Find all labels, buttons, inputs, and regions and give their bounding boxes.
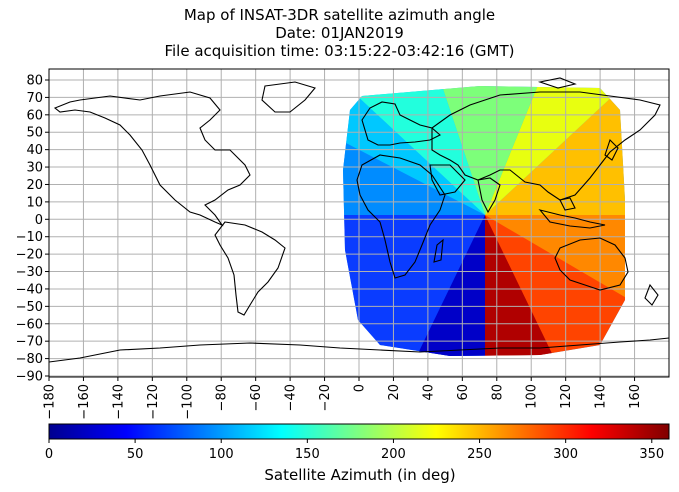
colorbar-label: Satellite Azimuth (in deg) [264, 466, 456, 484]
lon-tick-label: 120 [559, 384, 574, 409]
lon-tick-label: −160 [77, 384, 92, 420]
lon-tick-label: 140 [594, 384, 609, 409]
lon-tick-label: −180 [43, 384, 58, 420]
colorbar-tick-label: 150 [295, 447, 320, 462]
lon-tick-label: 0 [353, 384, 368, 392]
lon-tick-label: 40 [421, 384, 436, 401]
lon-tick-label: −60 [249, 384, 264, 411]
map-gridlines [49, 69, 669, 377]
lat-tick-label: 30 [26, 161, 43, 176]
lon-tick-label: 160 [628, 384, 643, 409]
lat-tick-label: −80 [16, 352, 43, 367]
lat-tick-label: −70 [16, 335, 43, 350]
lat-tick-label: 70 [26, 91, 43, 106]
lat-tick-label: 50 [26, 126, 43, 141]
colorbar-tick-label: 200 [381, 447, 406, 462]
lon-tick-label: 20 [387, 384, 402, 401]
colorbar-tick-label: 300 [553, 447, 578, 462]
lon-tick-label: −20 [318, 384, 333, 411]
latitude-ticks: 80 70 60 50 40 30 20 10 0 −10 −20 −30 −40 −50 −60 −70 −8… [16, 74, 49, 385]
lat-tick-label: −30 [16, 265, 43, 280]
lon-tick-label: −140 [111, 384, 126, 420]
map-title: Map of INSAT-3DR satellite azimuth angle… [0, 6, 679, 60]
colorbar-tick-label: 50 [127, 447, 144, 462]
lat-tick-label: 40 [26, 143, 43, 158]
lat-tick-label: 80 [26, 74, 43, 89]
colorbar-tick-label: 250 [467, 447, 492, 462]
lat-tick-label: −40 [16, 282, 43, 297]
colorbar-tick-label: 350 [639, 447, 664, 462]
longitude-ticks: −180 −160 −140 −120 −100 −80 −60 −40 −20 0 20 40 60 8… [43, 377, 643, 420]
lat-tick-label: −50 [16, 300, 43, 315]
lat-tick-label: 0 [35, 213, 43, 228]
lon-tick-label: 80 [490, 384, 505, 401]
lat-tick-label: −90 [16, 370, 43, 385]
title-line-1: Map of INSAT-3DR satellite azimuth angle [183, 6, 496, 24]
colorbar-tick-label: 100 [209, 447, 234, 462]
colorbar [48, 423, 670, 440]
colorbar-ticks: 0 50 100 150 200 250 300 350 [45, 439, 664, 462]
lon-tick-label: −40 [284, 384, 299, 411]
lon-tick-label: −120 [146, 384, 161, 420]
lat-tick-label: 20 [26, 178, 43, 193]
lat-tick-label: 60 [26, 108, 43, 123]
lat-tick-label: −20 [16, 248, 43, 263]
coastlines [49, 77, 669, 363]
lat-tick-label: −60 [16, 317, 43, 332]
title-line-3: File acquisition time: 03:15:22-03:42:16… [164, 42, 515, 60]
lon-tick-label: 100 [525, 384, 540, 409]
lat-tick-label: 10 [26, 195, 43, 210]
lon-tick-label: −80 [215, 384, 230, 411]
lat-tick-label: −10 [16, 230, 43, 245]
azimuth-data-disk [343, 86, 625, 356]
title-line-2: Date: 01JAN2019 [275, 24, 404, 42]
lon-tick-label: 60 [456, 384, 471, 401]
colorbar-tick-label: 0 [45, 447, 53, 462]
lon-tick-label: −100 [180, 384, 195, 420]
